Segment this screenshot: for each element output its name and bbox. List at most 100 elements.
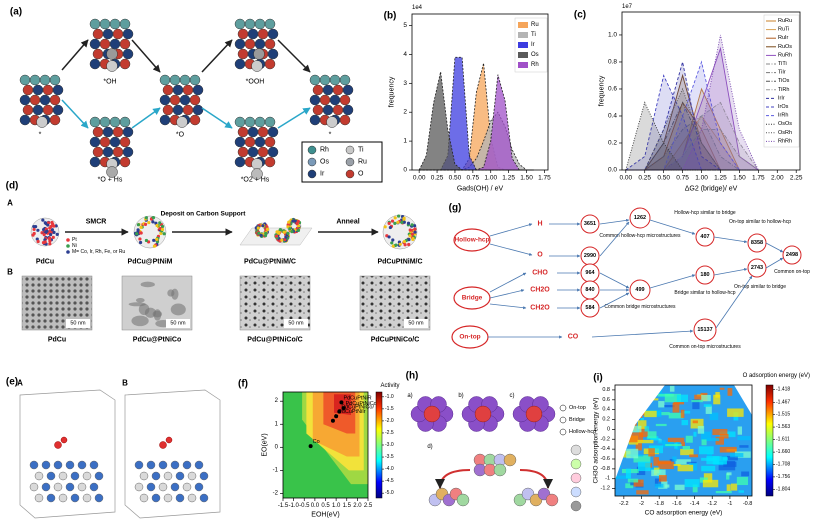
atom <box>264 156 276 168</box>
particle-atom <box>52 224 56 228</box>
atom <box>89 58 101 70</box>
atom <box>175 493 185 503</box>
heatmap-cell <box>692 484 698 493</box>
particle-atom <box>41 218 45 222</box>
count-label: 2743 <box>751 265 763 271</box>
y-tick-label: 0.4 <box>602 407 610 413</box>
atom <box>244 116 256 128</box>
atom <box>119 18 131 30</box>
legend-label: On-top <box>569 405 586 411</box>
atom <box>247 28 259 40</box>
atom <box>32 84 44 96</box>
particle-atom <box>390 219 395 223</box>
colorbar-tick-label: -1.418 <box>776 387 790 393</box>
colorbar-tick-label: -1.5 <box>385 406 394 412</box>
atom <box>234 18 246 30</box>
atom <box>139 471 149 481</box>
legend-swatch <box>345 145 355 155</box>
sphere <box>570 444 582 456</box>
atom <box>194 460 204 470</box>
legend-label: IrIr <box>778 95 785 101</box>
scale-label: 50 nm <box>408 321 424 327</box>
atom <box>22 104 34 116</box>
particle-atom <box>32 227 36 232</box>
heatmap-cell <box>741 471 750 477</box>
atom <box>119 58 131 70</box>
legend-label: Ru <box>531 22 539 28</box>
label: * <box>39 132 42 139</box>
arrow <box>61 39 89 71</box>
x-axis-label: EOH(eV) <box>311 512 339 519</box>
atom <box>342 84 354 96</box>
atom <box>329 94 341 106</box>
legend-label: Os <box>531 52 539 58</box>
particle-atom <box>393 216 397 220</box>
arrow <box>201 107 233 129</box>
x-tick-label: 1.5 <box>343 503 352 509</box>
atom <box>139 493 149 503</box>
arrow <box>489 272 527 293</box>
adsorbate <box>326 116 338 128</box>
count-node <box>693 318 717 342</box>
y-tick-label: 0.8 <box>602 387 610 393</box>
atom <box>122 48 134 60</box>
step-label: Deposit on Carbon Support <box>161 211 247 218</box>
atom <box>29 74 41 86</box>
y-tick-label: 1 <box>403 138 407 145</box>
x-tick-label: 0.00 <box>413 175 426 182</box>
adsorbate <box>106 166 118 178</box>
colorbar-tick-label: -1.0 <box>385 394 394 400</box>
atom <box>109 116 121 128</box>
legend-label: TiRh <box>778 87 789 93</box>
adsorbate-label: CH2O <box>530 287 550 294</box>
atom <box>92 126 104 138</box>
heatmap-cell <box>698 446 714 455</box>
point <box>330 418 335 423</box>
sphere <box>570 472 582 484</box>
x-tick-label: 0.50 <box>657 175 670 182</box>
particle-atom <box>277 231 281 235</box>
atom <box>92 146 104 158</box>
y-tick-label: 1.0 <box>608 31 617 38</box>
sphere <box>474 405 492 423</box>
plot-frame <box>621 11 801 171</box>
atom <box>264 136 276 148</box>
arrow <box>131 39 161 73</box>
heatmap-cell <box>701 465 716 472</box>
atom <box>19 94 31 106</box>
legend-label: Ir <box>531 42 535 48</box>
particle-atom <box>264 231 268 235</box>
heatmap-cell <box>702 479 719 488</box>
y-tick-label: 0.2 <box>602 417 610 423</box>
adsorbate-label: CHO <box>532 270 548 277</box>
legend-label: RhRh <box>778 138 792 144</box>
heatmap-cell <box>690 418 704 429</box>
heatmap-cell <box>629 432 644 443</box>
heatmap-cell <box>658 401 665 408</box>
particle-atom <box>391 238 395 242</box>
particle-atom <box>45 229 49 233</box>
legend-label: RuTi <box>778 27 789 33</box>
point-label: PdCuPtNiIr <box>338 409 366 415</box>
node-caption: On-top similar to hollow-hcp <box>729 219 791 225</box>
heatmap-cell <box>737 426 743 435</box>
atom <box>319 74 331 86</box>
x-tick-label: -2.2 <box>619 501 628 507</box>
particle-atom <box>36 228 40 232</box>
atom <box>151 493 161 503</box>
adsorbate <box>165 436 173 444</box>
particle-atom <box>36 239 40 244</box>
atom <box>77 482 87 492</box>
arrow <box>435 469 471 489</box>
arrow <box>61 99 89 129</box>
scale-label: 50 nm <box>70 321 86 327</box>
atom <box>244 136 256 148</box>
y-tick-label: 3 <box>403 80 407 87</box>
heatmap-cell <box>682 445 691 450</box>
heatmap-cell <box>701 394 711 402</box>
atom <box>49 74 61 86</box>
panel-label: (d) <box>6 181 19 192</box>
point-label: PdCuPtNiCo <box>346 401 377 407</box>
atom <box>170 482 180 492</box>
scale-bg <box>284 319 308 328</box>
